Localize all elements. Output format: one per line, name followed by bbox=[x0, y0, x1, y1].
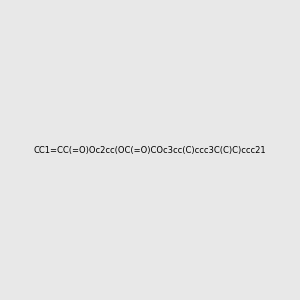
Text: CC1=CC(=O)Oc2cc(OC(=O)COc3cc(C)ccc3C(C)C)ccc21: CC1=CC(=O)Oc2cc(OC(=O)COc3cc(C)ccc3C(C)C… bbox=[34, 146, 266, 154]
